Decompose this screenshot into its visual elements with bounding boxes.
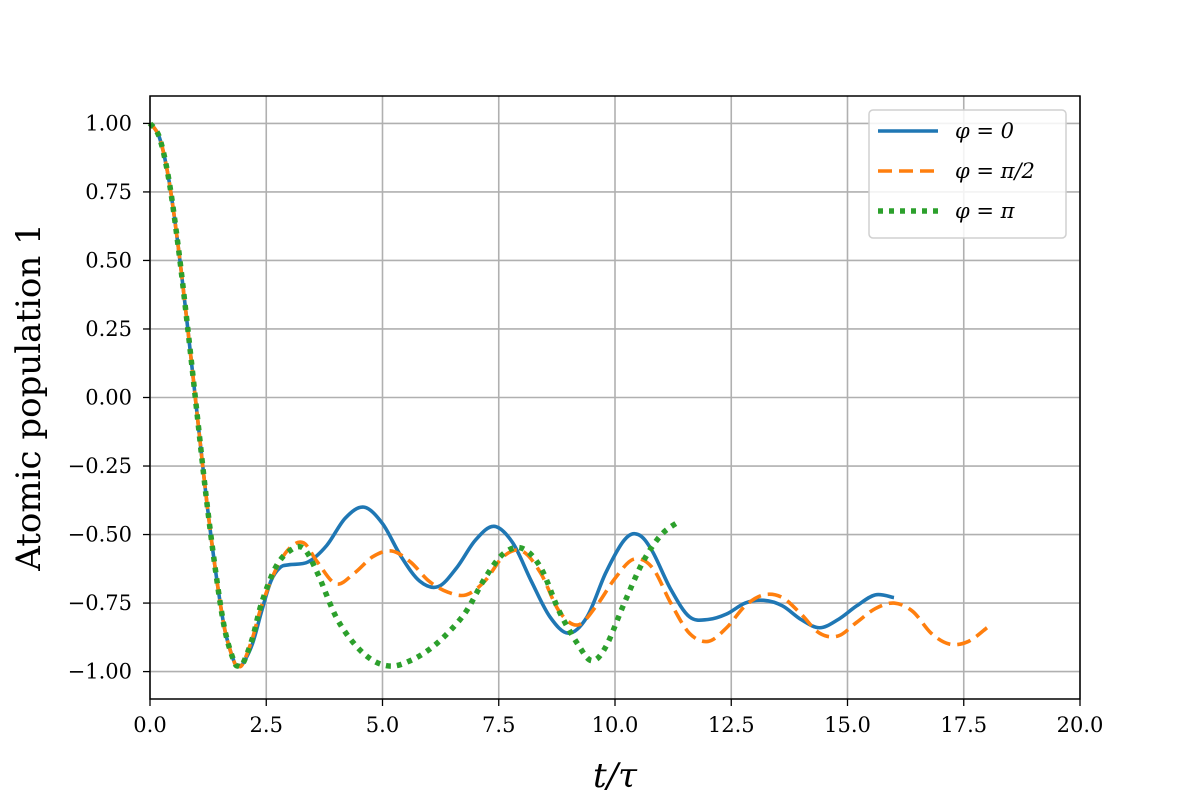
y-tick-label: 0.50 [85,248,132,272]
x-tick-label: 0.0 [133,713,166,737]
x-tick-label: 2.5 [250,713,283,737]
x-tick-label: 15.0 [824,713,871,737]
legend-label-3: φ = π [955,199,1016,223]
x-tick-label: 12.5 [708,713,755,737]
legend: φ = 0 φ = π/2 φ = π [868,109,1067,239]
legend-label-2: φ = π/2 [955,159,1035,183]
x-tick-label: 7.5 [482,713,515,737]
y-tick-label: 0.00 [85,386,132,410]
y-tick-label: 0.75 [85,180,132,204]
legend-box [868,109,1067,239]
series-line-1 [148,122,895,669]
axis-ticks: 0.0 2.5 5.0 7.5 10.0 12.5 15.0 17.5 20.0 1.00 0.75… [68,111,1104,737]
y-tick-label: −0.25 [68,454,132,478]
legend-label-1: φ = 0 [955,119,1014,143]
x-tick-label: 10.0 [592,713,639,737]
y-tick-label: −1.00 [68,660,132,684]
series-line-2 [148,122,989,669]
y-axis-title: Atomic population 1 [9,223,49,571]
y-tick-label: 1.00 [85,111,132,135]
y-tick-label: −0.50 [68,523,132,547]
grid-lines [149,96,1081,699]
x-tick-label: 17.5 [940,713,987,737]
x-axis-title: t/τ [593,756,638,796]
x-tick-label: 5.0 [366,713,399,737]
y-tick-label: 0.25 [85,317,132,341]
y-tick-label: −0.75 [68,591,132,615]
plot-lines [147,121,989,670]
x-tick-label: 20.0 [1057,713,1104,737]
